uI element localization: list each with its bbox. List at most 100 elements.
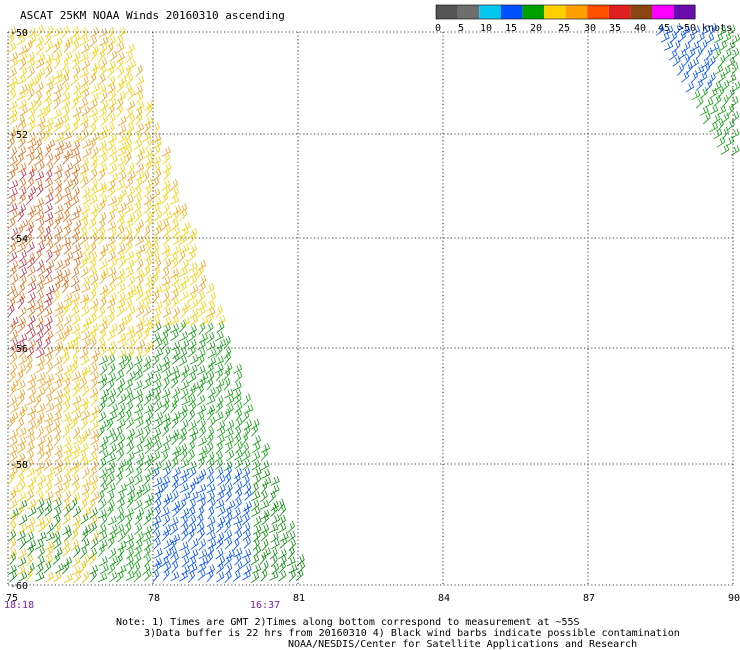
wind-barb (161, 218, 169, 231)
wind-barb (145, 467, 154, 479)
wind-barb (162, 568, 170, 581)
wind-barb (136, 289, 144, 302)
wind-barb (152, 250, 160, 264)
wind-barb (135, 458, 144, 470)
wind-barb (99, 153, 108, 166)
wind-barb (678, 48, 687, 60)
wind-barb (178, 267, 188, 277)
wind-barb (54, 259, 64, 271)
wind-barb (72, 435, 82, 445)
wind-barb (45, 434, 53, 447)
wind-barb (107, 340, 117, 351)
wind-barb (8, 193, 16, 206)
wind-barb (9, 436, 18, 448)
wind-barb (125, 476, 135, 487)
wind-barb (107, 82, 116, 95)
wind-barb (188, 420, 197, 432)
wind-barb (46, 139, 56, 150)
wind-barb (10, 402, 19, 414)
wind-barb (19, 537, 27, 550)
wind-barb (117, 26, 126, 38)
wind-barb (269, 523, 279, 533)
wind-barb (287, 521, 295, 533)
wind-barb (190, 381, 200, 392)
wind-barb (252, 538, 260, 551)
wind-barb (163, 258, 172, 270)
wind-barb (171, 552, 179, 565)
wind-barb (199, 315, 209, 326)
wind-barb (90, 371, 100, 382)
wind-barb (63, 465, 72, 477)
wind-barb (54, 164, 63, 175)
wind-barb (89, 266, 97, 279)
wind-barb (44, 117, 54, 128)
wind-barb (189, 268, 199, 278)
wind-barb (27, 305, 36, 318)
wind-barb (53, 121, 62, 133)
wind-barb (18, 136, 26, 149)
wind-barb (181, 304, 188, 318)
wind-barb (143, 317, 153, 327)
wind-barb (234, 449, 243, 461)
wind-barb (36, 403, 46, 413)
wind-barb (216, 315, 226, 325)
wind-barb (90, 337, 97, 350)
wind-barb (17, 296, 25, 309)
wind-barb (234, 457, 243, 469)
wind-barb (8, 187, 18, 198)
wind-barb (135, 322, 144, 334)
wind-barb (64, 179, 73, 190)
wind-barb (115, 426, 123, 439)
wind-barb (55, 563, 65, 574)
wind-barb (277, 522, 287, 534)
wind-barb (81, 384, 90, 397)
wind-barb (26, 554, 34, 567)
wind-barb (19, 266, 27, 279)
wind-barb (25, 81, 33, 94)
wind-barb (79, 98, 89, 109)
wind-barb (709, 105, 719, 115)
wind-barb (188, 345, 196, 358)
wind-barb (9, 384, 16, 397)
wind-barb (135, 209, 142, 223)
wind-barb (124, 353, 132, 367)
wind-barb (153, 122, 160, 136)
wind-barb (279, 531, 289, 542)
wind-barb (188, 324, 197, 335)
wind-barb (99, 321, 108, 334)
wind-barb (34, 138, 42, 151)
wind-barb (81, 456, 89, 469)
wind-barb (52, 290, 60, 303)
wind-barb (216, 434, 225, 446)
wind-barb (61, 91, 71, 103)
wind-barb (116, 57, 124, 70)
wind-barb (36, 355, 46, 366)
wind-barb (89, 35, 98, 48)
wind-barb (46, 466, 56, 477)
wind-barb (53, 27, 63, 37)
wind-barb (188, 385, 196, 398)
wind-barb (224, 427, 234, 439)
wind-barb (144, 493, 154, 503)
wind-barb (705, 47, 713, 60)
wind-barb (117, 65, 125, 79)
wind-barb (718, 40, 728, 52)
wind-barb (127, 484, 136, 496)
wind-barb (189, 284, 199, 295)
wind-barb (62, 122, 71, 134)
wind-barb (142, 344, 151, 357)
wind-barb (206, 524, 215, 536)
wind-barb (81, 105, 90, 117)
wind-barb (244, 488, 252, 501)
wind-barb (242, 474, 250, 488)
latitude-label: -58 (10, 460, 28, 471)
wind-barb (135, 330, 143, 343)
wind-barb (98, 572, 108, 583)
wind-barb (135, 417, 144, 429)
wind-barb (135, 531, 144, 543)
wind-barb (125, 409, 132, 422)
wind-barb (54, 178, 63, 191)
wind-barb (107, 515, 117, 526)
wind-barb (127, 371, 136, 382)
